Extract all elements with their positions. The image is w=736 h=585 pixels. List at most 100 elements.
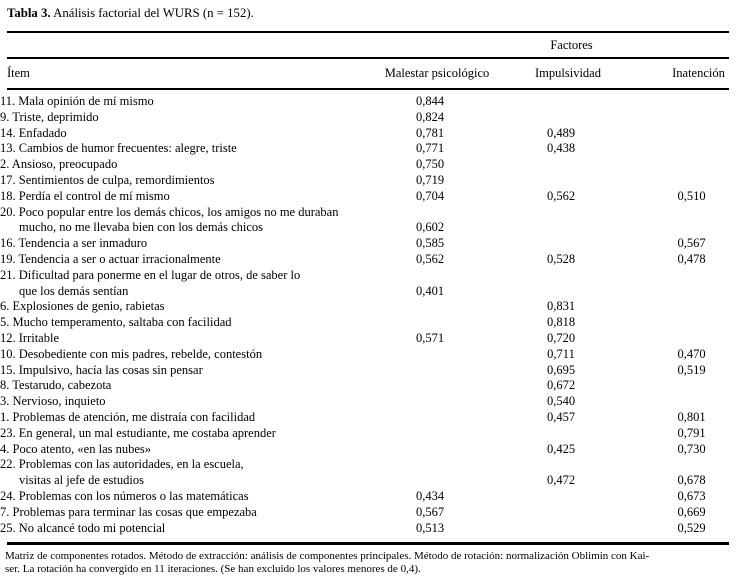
value-cell-malestar: 0,844 bbox=[415, 94, 445, 108]
table-row: 16. Tendencia a ser inmaduro 0,585 0,567 bbox=[0, 236, 736, 252]
table-row: 14. Enfadado 0,781 0,489 bbox=[0, 126, 736, 142]
item-label: 16. Tendencia a ser inmaduro bbox=[0, 236, 148, 251]
item-label: 9. Triste, deprimido bbox=[0, 109, 99, 124]
value-cell-malestar: 0,562 bbox=[415, 251, 445, 266]
item-label: 19. Tendencia a ser o actuar irracionalm… bbox=[0, 251, 221, 266]
item-cell: 10. Desobediente con mis padres, rebelde… bbox=[0, 347, 353, 363]
item-cell: 13. Cambios de humor frecuentes: alegre,… bbox=[0, 141, 353, 157]
item-cell: 22. Problemas con las autoridades, en la… bbox=[0, 457, 353, 489]
item-label: 10. Desobediente con mis padres, rebelde… bbox=[0, 346, 263, 361]
value-cell-impulsividad: 0,711 bbox=[547, 346, 575, 361]
value-cell-malestar: 0,602 bbox=[415, 220, 445, 235]
value-cell-malestar: 0,585 bbox=[415, 236, 445, 251]
value-cell-inatencion: 0,529 bbox=[677, 520, 706, 535]
item-label: 18. Perdía el control de mí mismo bbox=[0, 188, 170, 203]
spanner-label: Factores bbox=[550, 37, 593, 52]
table-row: 19. Tendencia a ser o actuar irracionalm… bbox=[0, 252, 736, 268]
value-cell-malestar: 0,719 bbox=[415, 172, 445, 187]
table-row: 8. Testarudo, cabezota 0,672 bbox=[0, 378, 736, 394]
item-label: 8. Testarudo, cabezota bbox=[0, 378, 112, 393]
value-cell-impulsividad: 0,425 bbox=[546, 441, 576, 456]
header-rule bbox=[7, 88, 729, 90]
item-label: 2. Ansioso, preocupado bbox=[0, 157, 118, 172]
value-cell-inatencion: 0,801 bbox=[677, 409, 706, 424]
table-row: 22. Problemas con las autoridades, en la… bbox=[0, 457, 736, 489]
value-cell-inatencion: 0,470 bbox=[677, 346, 706, 361]
item-label: 5. Mucho temperamento, saltaba con facil… bbox=[0, 315, 232, 330]
item-cell: 12. Irritable bbox=[0, 331, 353, 347]
table-row: 1. Problemas de atención, me distraía co… bbox=[0, 410, 736, 426]
table-footnote: Matriz de componentes rotados. Método de… bbox=[5, 550, 729, 576]
value-cell-malestar: 0,824 bbox=[415, 109, 445, 124]
item-label: 20. Poco popular entre los demás chicos,… bbox=[0, 204, 339, 219]
item-cell: 14. Enfadado bbox=[0, 126, 353, 142]
item-cell: 25. No alcancé todo mi potencial bbox=[0, 521, 353, 537]
item-label: 14. Enfadado bbox=[0, 125, 67, 140]
item-label: 22. Problemas con las autoridades, en la… bbox=[0, 457, 244, 472]
footnote-line-1: Matriz de componentes rotados. Método de… bbox=[5, 550, 650, 563]
item-label-continued: que los demás sentían bbox=[19, 283, 129, 298]
item-cell: 11. Mala opinión de mí mismo bbox=[0, 94, 353, 110]
value-cell-malestar: 0,567 bbox=[415, 504, 445, 519]
table-row: 17. Sentimientos de culpa, remordimiento… bbox=[0, 173, 736, 189]
item-cell: 6. Explosiones de genio, rabietas bbox=[0, 299, 353, 315]
value-cell-inatencion: 0,791 bbox=[677, 425, 706, 440]
value-cell-impulsividad: 0,672 bbox=[546, 378, 576, 393]
footnote-line-2: ser. La rotación ha convergido en 11 ite… bbox=[5, 563, 421, 576]
table-row: 6. Explosiones de genio, rabietas 0,831 bbox=[0, 299, 736, 315]
item-label: 7. Problemas para terminar las cosas que… bbox=[0, 504, 257, 519]
table-row: 21. Dificultad para ponerme en el lugar … bbox=[0, 268, 736, 300]
value-cell-impulsividad: 0,472 bbox=[546, 473, 576, 488]
value-cell-malestar: 0,750 bbox=[415, 157, 445, 172]
value-cell-impulsividad: 0,528 bbox=[546, 251, 576, 266]
table-row: 15. Impulsivo, hacía las cosas sin pensa… bbox=[0, 363, 736, 379]
value-cell-inatencion: 0,730 bbox=[677, 441, 706, 456]
table-row: 4. Poco atento, «en las nubes» 0,425 0,7… bbox=[0, 442, 736, 458]
value-cell-inatencion: 0,678 bbox=[677, 473, 706, 488]
value-cell-impulsividad: 0,457 bbox=[546, 409, 576, 424]
item-cell: 18. Perdía el control de mí mismo bbox=[0, 189, 353, 205]
table-row: 11. Mala opinión de mí mismo 0,844 bbox=[0, 94, 736, 110]
item-label: 25. No alcancé todo mi potencial bbox=[0, 520, 166, 535]
item-cell: 19. Tendencia a ser o actuar irracionalm… bbox=[0, 252, 353, 268]
item-cell: 16. Tendencia a ser inmaduro bbox=[0, 236, 353, 252]
table-title-text: Análisis factorial del WURS (n = 152). bbox=[50, 6, 254, 20]
item-cell: 7. Problemas para terminar las cosas que… bbox=[0, 505, 353, 521]
column-header-item: Ítem bbox=[7, 66, 30, 80]
table-row: 13. Cambios de humor frecuentes: alegre,… bbox=[0, 141, 736, 157]
column-header-impulsividad: Impulsividad bbox=[535, 66, 601, 80]
table-row: 10. Desobediente con mis padres, rebelde… bbox=[0, 347, 736, 363]
value-cell-malestar: 0,571 bbox=[415, 330, 445, 345]
item-label: 23. En general, un mal estudiante, me co… bbox=[0, 425, 276, 440]
item-cell: 24. Problemas con los números o las mate… bbox=[0, 489, 353, 505]
value-cell-malestar: 0,513 bbox=[415, 520, 445, 535]
item-cell: 9. Triste, deprimido bbox=[0, 110, 353, 126]
value-cell-inatencion: 0,567 bbox=[677, 236, 706, 251]
item-label: 12. Irritable bbox=[0, 330, 60, 345]
item-cell: 23. En general, un mal estudiante, me co… bbox=[0, 426, 353, 442]
table-body: 11. Mala opinión de mí mismo 0,844 9. Tr… bbox=[0, 90, 736, 542]
item-cell: 20. Poco popular entre los demás chicos,… bbox=[0, 205, 353, 237]
table-row: 3. Nervioso, inquieto 0,540 bbox=[0, 394, 736, 410]
table-row: 9. Triste, deprimido 0,824 bbox=[0, 110, 736, 126]
value-cell-impulsividad: 0,540 bbox=[546, 394, 576, 409]
item-label: 3. Nervioso, inquieto bbox=[0, 394, 106, 409]
item-label: 1. Problemas de atención, me distraía co… bbox=[0, 409, 256, 424]
bottom-rule bbox=[7, 542, 729, 546]
item-label: 13. Cambios de humor frecuentes: alegre,… bbox=[0, 141, 237, 156]
table-row: 5. Mucho temperamento, saltaba con facil… bbox=[0, 315, 736, 331]
item-cell: 8. Testarudo, cabezota bbox=[0, 378, 353, 394]
item-cell: 3. Nervioso, inquieto bbox=[0, 394, 353, 410]
item-cell: 21. Dificultad para ponerme en el lugar … bbox=[0, 268, 353, 300]
table-row: 18. Perdía el control de mí mismo 0,704 … bbox=[0, 189, 736, 205]
value-cell-malestar: 0,704 bbox=[415, 188, 445, 203]
item-label: 24. Problemas con los números o las mate… bbox=[0, 488, 249, 503]
spanner-rule bbox=[7, 57, 729, 59]
item-label: 15. Impulsivo, hacía las cosas sin pensa… bbox=[0, 362, 203, 377]
column-header-malestar: Malestar psicológico bbox=[384, 66, 490, 80]
value-cell-inatencion: 0,510 bbox=[677, 188, 706, 203]
value-cell-impulsividad: 0,831 bbox=[546, 299, 576, 314]
value-cell-malestar: 0,781 bbox=[415, 125, 445, 140]
table-row: 24. Problemas con los números o las mate… bbox=[0, 489, 736, 505]
